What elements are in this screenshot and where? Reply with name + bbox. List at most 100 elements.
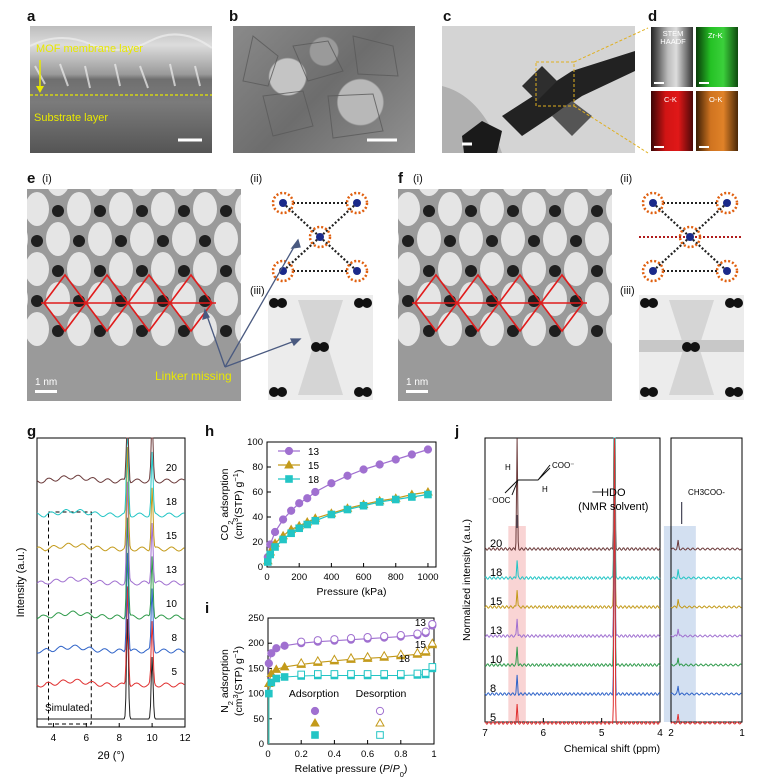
zr-cluster-ring <box>678 225 702 249</box>
data-point-adsorption <box>267 649 276 658</box>
series-label: 8 <box>171 633 177 644</box>
lattice-bright-spot <box>27 252 49 286</box>
zr-cluster-ring <box>715 259 739 283</box>
tem-image <box>442 26 635 153</box>
data-point-adsorption <box>272 674 281 683</box>
lattice-bright-spot <box>90 189 110 196</box>
lattice-bright-spot <box>501 282 525 316</box>
lattice-bright-spot <box>132 189 152 196</box>
panel-label-g: g <box>27 423 37 440</box>
sim-dark-spot <box>648 298 658 308</box>
lattice-dark-spot <box>486 235 498 247</box>
sim-dark-spot <box>277 298 287 308</box>
c-k-label: C-K <box>664 95 677 104</box>
lattice-bright-spot <box>564 312 588 346</box>
y-tick-label: 50 <box>253 714 264 725</box>
series-label: 15 <box>490 596 502 608</box>
lattice-dark-spot <box>136 325 148 337</box>
lattice-bright-spot <box>88 222 112 256</box>
lattice-bright-spot <box>216 189 236 196</box>
legend-marker <box>310 706 320 716</box>
lattice-dark-spot <box>115 235 127 247</box>
data-point-adsorption <box>267 678 276 687</box>
lattice-bright-spot <box>564 252 588 286</box>
zr-atom <box>279 199 287 207</box>
legend-label: 15 <box>308 461 320 472</box>
data-point-desorption <box>428 619 437 629</box>
lattice-dark-spot <box>528 295 540 307</box>
y-axis-label: Normalized intensity (a.u.) <box>461 519 473 641</box>
lattice-bright-spot <box>438 312 462 346</box>
sem-top-view-image <box>233 26 415 153</box>
data-point-desorption <box>428 663 437 671</box>
c-k-map: C-K <box>651 91 693 151</box>
lattice-bright-spot <box>27 192 49 226</box>
series-label: 18 <box>399 654 411 665</box>
lattice-dark-spot <box>94 265 106 277</box>
data-point <box>407 450 416 459</box>
lattice-bright-spot <box>214 222 238 256</box>
lattice-dark-spot <box>591 325 603 337</box>
panel-label-e: e <box>27 170 36 187</box>
legend-marker <box>376 731 384 739</box>
x-axis-label: Relative pressure (P/P0) <box>295 763 408 779</box>
series-label: 20 <box>166 463 178 474</box>
nmr-series-5 <box>484 437 661 726</box>
y-axis-label-line2: (cm3(STP) g−1) <box>231 646 246 716</box>
lattice-bright-spot <box>151 252 175 286</box>
lattice-bright-spot <box>417 282 441 316</box>
x-tick-label: 800 <box>388 572 404 583</box>
y-tick-label: 100 <box>248 689 264 700</box>
x-tick-label: 0 <box>265 749 270 760</box>
data-point-desorption <box>313 636 322 645</box>
data-point <box>303 520 312 529</box>
lattice-dark-spot <box>157 235 169 247</box>
series-label: 18 <box>490 567 502 579</box>
nmr-series-right-20 <box>670 539 742 551</box>
lattice-bright-spot <box>585 282 609 316</box>
lattice-bright-spot <box>419 189 439 196</box>
data-point-desorption <box>421 669 430 677</box>
data-point <box>311 487 320 497</box>
xrd-series-10 <box>36 517 185 620</box>
x-tick-label: 600 <box>356 572 372 583</box>
series-label: 8 <box>490 683 496 695</box>
x-axis-label: Chemical shift (ppm) <box>564 743 660 755</box>
legend-label: 18 <box>308 475 320 486</box>
data-point <box>327 479 336 488</box>
lattice-bright-spot <box>398 232 399 246</box>
lattice-dark-spot <box>220 205 232 217</box>
plot-frame <box>266 441 437 568</box>
lattice-dark-spot <box>136 265 148 277</box>
lattice-bright-spot <box>398 192 420 226</box>
lattice-dark-spot <box>591 265 603 277</box>
lattice-dark-spot <box>507 265 519 277</box>
x-tick-label: 0 <box>264 572 269 583</box>
molecule-atom: ⁻OOC <box>488 496 511 505</box>
y-tick-label: 0 <box>259 739 264 750</box>
nmr-series-right-10 <box>670 657 742 667</box>
lattice-dark-spot <box>178 325 190 337</box>
linker-bond <box>319 202 358 238</box>
data-point-desorption <box>297 637 306 646</box>
molecule-atom: H <box>505 463 511 472</box>
data-point <box>264 558 272 566</box>
panel-f-sub-iii: (iii) <box>620 285 635 297</box>
legend-marker <box>284 459 294 469</box>
lattice-bright-spot <box>67 192 91 226</box>
lattice-bright-spot <box>438 252 462 286</box>
data-point-desorption <box>347 670 355 678</box>
lattice-bright-spot <box>130 222 154 256</box>
lattice-dark-spot <box>528 235 540 247</box>
data-point <box>295 524 303 533</box>
sim-dark-spot <box>311 342 321 352</box>
lattice-bright-spot <box>398 252 420 286</box>
data-point <box>423 445 433 454</box>
data-point-desorption <box>363 633 372 642</box>
nmr-series-right-13 <box>670 628 742 638</box>
lattice-dark-spot <box>31 295 43 307</box>
lattice-bright-spot <box>214 282 238 316</box>
data-point <box>287 529 295 538</box>
zr-atom <box>353 267 361 275</box>
data-point-adsorption <box>280 673 289 681</box>
